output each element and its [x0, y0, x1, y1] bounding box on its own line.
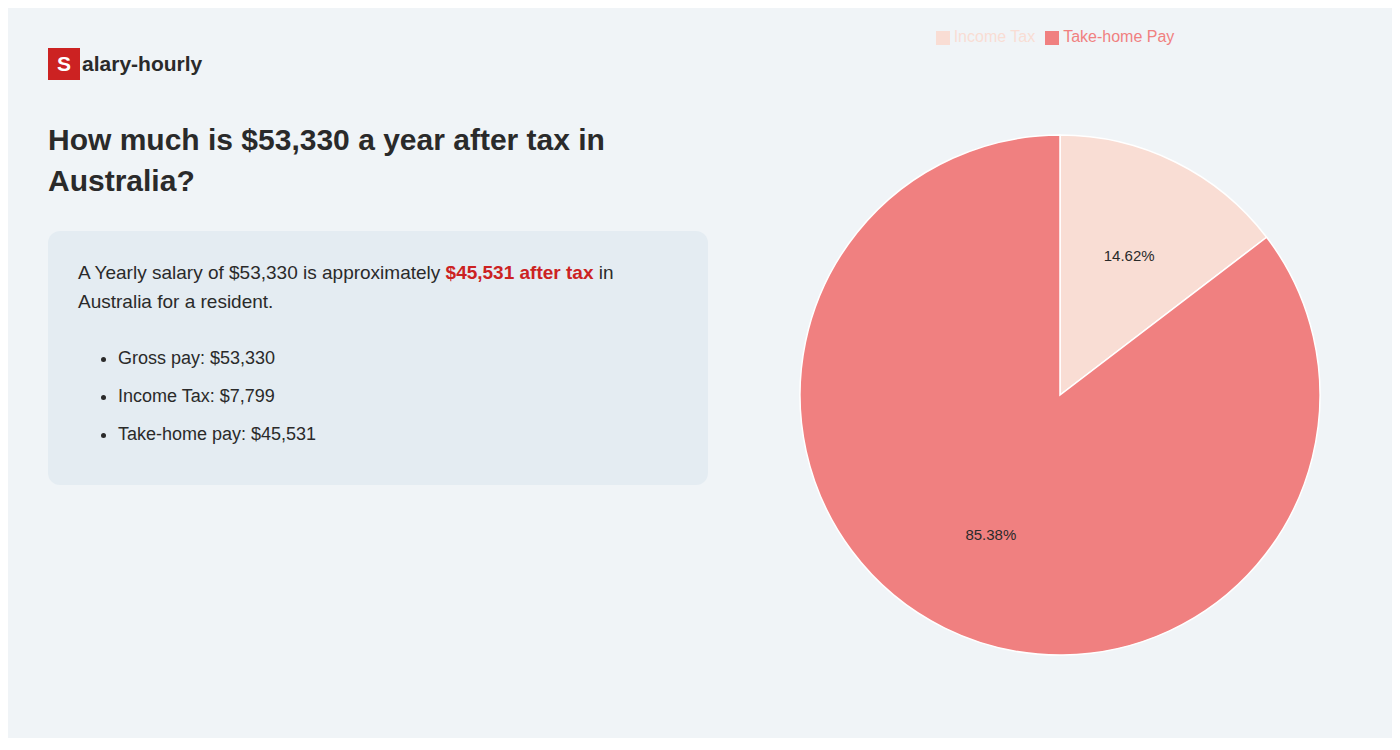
html-text:Take-home Pay: Take-home Pay [1063, 28, 1175, 45]
html-text:A Yearly salary of $53,330 is: A Yearly salary of $53,330 is approximat… [78, 262, 614, 283]
svg-text:14.62%: 14.62% [1104, 247, 1155, 264]
html-text:Take-home pay: $45,531: Take-home pay: $45,531 [118, 423, 317, 444]
html-text:S: S [57, 52, 71, 75]
svg-text:85.38%: 85.38% [965, 526, 1016, 543]
html-text:Australia for a resident.: Australia for a resident. [78, 290, 274, 312]
html-text:alary-hourly: alary-hourly [82, 52, 203, 75]
html-text:Income Tax: Income Tax [953, 28, 1036, 45]
html-text:Gross pay: $53,330: Gross pay: $53,330 [118, 348, 276, 368]
html-text:How much is $53,330 a year aft: How much is $53,330 a year after tax in … [48, 123, 605, 197]
html-text:Income Tax: $7,799: Income Tax: $7,799 [118, 385, 275, 406]
